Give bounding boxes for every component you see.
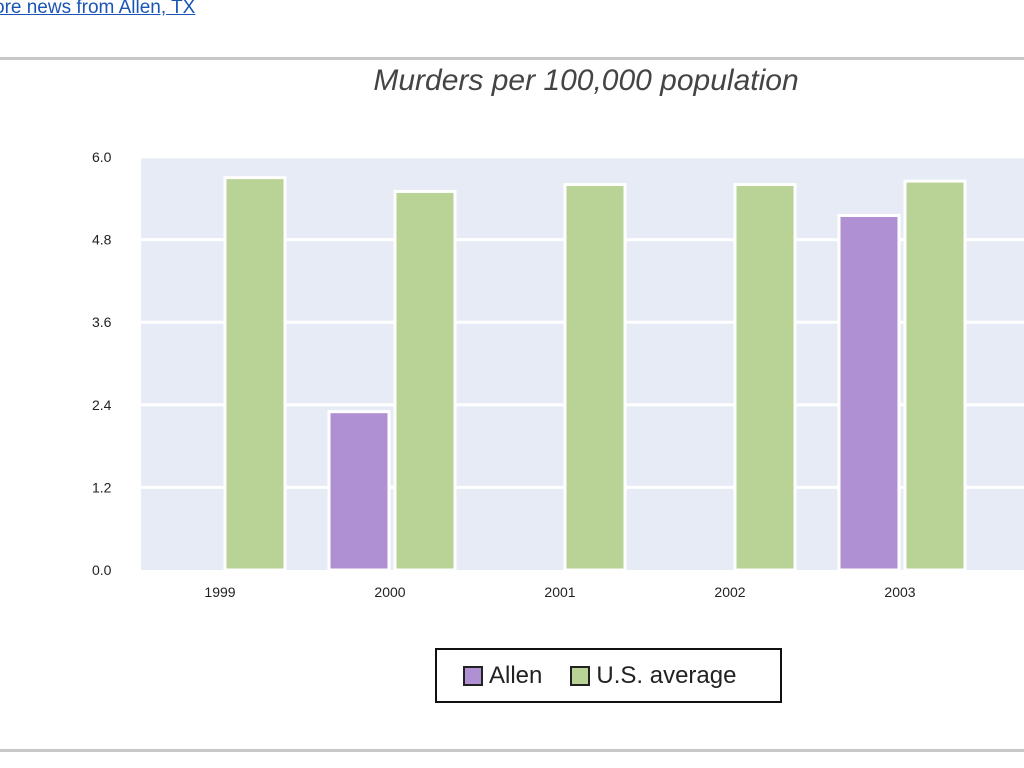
- chart-title: Murders per 100,000 population: [373, 64, 799, 97]
- bar-u-s-average-1999: [223, 176, 287, 572]
- legend-swatch-allen: [463, 665, 483, 686]
- y-tick-label: 1.2: [92, 479, 112, 495]
- bar-u-s-average-2003: [903, 179, 967, 572]
- bar-allen-2003: [837, 214, 901, 572]
- y-tick-label: 0.0: [92, 562, 112, 578]
- top-divider: [0, 57, 1024, 60]
- bar-u-s-average-2001: [563, 183, 627, 572]
- y-tick-label: 2.4: [92, 397, 112, 413]
- chart-legend: Allen U.S. average: [435, 648, 782, 703]
- x-tick-label: 2000: [374, 584, 405, 600]
- bar-u-s-average-2002: [733, 183, 797, 572]
- more-news-link[interactable]: ore news from Allen, TX: [0, 0, 196, 18]
- legend-item-us-average: U.S. average: [570, 662, 736, 690]
- bar-u-s-average-2000: [393, 189, 457, 572]
- legend-label-allen: Allen: [489, 661, 543, 689]
- x-tick-label: 2002: [714, 584, 745, 600]
- y-tick-label: 4.8: [92, 232, 112, 248]
- x-tick-label: 1999: [204, 584, 235, 600]
- legend-swatch-us-average: [570, 665, 591, 686]
- bar-allen-2000: [327, 410, 391, 572]
- bottom-divider: [0, 749, 1024, 752]
- y-tick-label: 3.6: [92, 314, 112, 330]
- legend-label-us-average: U.S. average: [596, 661, 737, 689]
- x-tick-label: 2003: [884, 584, 915, 600]
- legend-item-allen: Allen: [463, 662, 542, 690]
- y-tick-label: 6.0: [92, 149, 112, 165]
- bar-chart: 0.0 1.2 2.4 3.6 4.8 6.0 1999 2000 2001 2002 2003: [92, 149, 1024, 600]
- x-tick-label: 2001: [544, 584, 575, 600]
